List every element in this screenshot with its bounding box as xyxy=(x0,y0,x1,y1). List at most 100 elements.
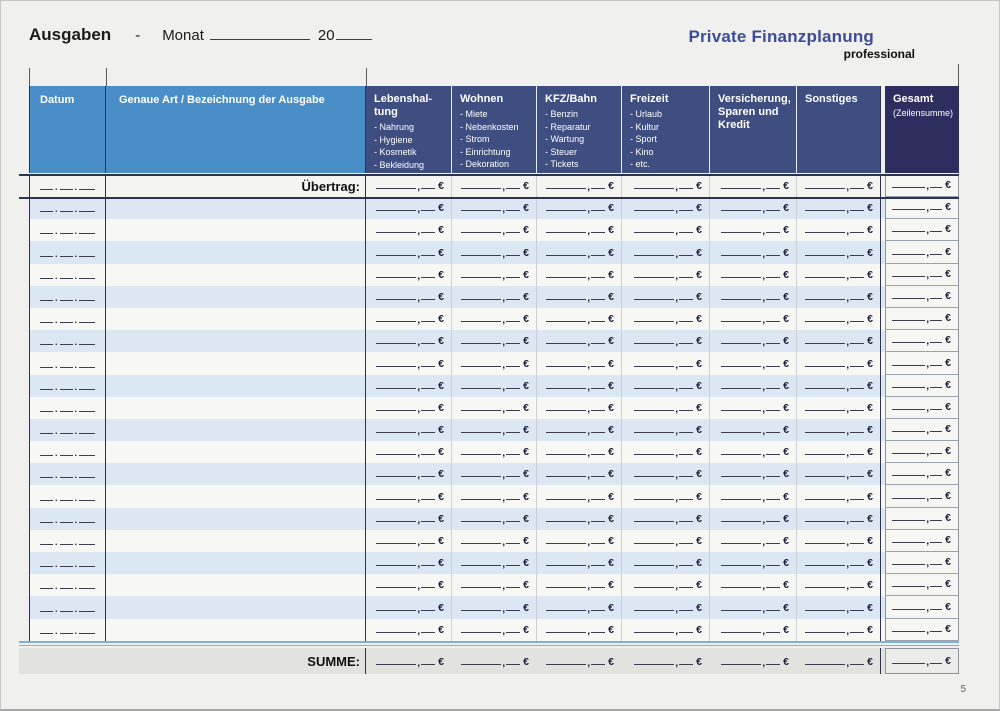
fill-line xyxy=(930,608,943,610)
amount-field: , € xyxy=(709,197,796,220)
fill-line xyxy=(376,475,417,478)
row-total-field: , € xyxy=(885,352,959,375)
column-subtitle: (Zeilensumme) xyxy=(893,108,954,118)
fill-line xyxy=(546,231,587,234)
date-field: .. xyxy=(29,175,106,197)
fill-line xyxy=(546,609,587,611)
fill-line xyxy=(850,475,865,478)
amount-field: , € xyxy=(451,618,536,641)
comma: , xyxy=(417,425,421,438)
dot-separator: . xyxy=(54,315,58,326)
fill-line xyxy=(461,387,502,389)
amount-field: , € xyxy=(366,648,451,674)
fill-line xyxy=(679,342,694,345)
expense-row: .., €, €, €, €, €, €, € xyxy=(29,241,959,264)
euro-sign: € xyxy=(945,489,951,502)
date-field: .. xyxy=(29,285,106,308)
amount-field: , € xyxy=(536,330,621,353)
amount-field: , € xyxy=(796,552,881,575)
expense-row: .., €, €, €, €, €, €, € xyxy=(29,485,959,508)
fill-line xyxy=(721,231,762,234)
comma: , xyxy=(846,657,850,669)
amount-field: , € xyxy=(366,264,451,286)
fill-line xyxy=(59,610,73,612)
dot-separator: . xyxy=(74,248,78,259)
fill-line xyxy=(376,231,417,234)
fill-line xyxy=(766,276,781,278)
euro-sign: € xyxy=(783,579,789,592)
comma: , xyxy=(926,357,930,370)
comma: , xyxy=(587,181,591,193)
amount-field: , € xyxy=(366,397,451,419)
euro-sign: € xyxy=(523,357,529,370)
fill-line xyxy=(546,187,587,189)
date-field: .. xyxy=(29,330,106,353)
description-field xyxy=(106,463,366,486)
fill-line xyxy=(461,298,502,300)
amount-field: , € xyxy=(536,241,621,264)
fill-line xyxy=(376,320,417,323)
amount-field: , € xyxy=(451,175,536,197)
fill-line xyxy=(850,387,865,389)
fill-line xyxy=(376,365,417,367)
amount-field: , € xyxy=(621,463,709,486)
fill-line xyxy=(546,453,587,456)
euro-sign: € xyxy=(945,201,951,214)
euro-sign: € xyxy=(523,446,529,459)
amount-field: , € xyxy=(536,552,621,575)
dot-separator: . xyxy=(54,537,58,547)
amount-field: , € xyxy=(621,352,709,375)
euro-sign: € xyxy=(783,490,789,503)
fill-line xyxy=(39,410,53,412)
comma: , xyxy=(502,425,506,438)
fill-line xyxy=(850,453,865,456)
dot-separator: . xyxy=(54,426,58,437)
column-item: - Kino xyxy=(630,146,654,157)
fill-line xyxy=(766,254,781,256)
comma: , xyxy=(675,580,679,593)
euro-sign: € xyxy=(783,601,789,614)
expense-table: Datum Genaue Art / Bezeichnung der Ausgab… xyxy=(29,86,959,641)
amount-field: , € xyxy=(796,285,881,308)
comma: , xyxy=(675,380,679,393)
fill-line xyxy=(506,631,521,633)
row-total-field: , € xyxy=(885,374,959,397)
comma: , xyxy=(675,336,679,349)
column-item: - Kosmetik xyxy=(374,147,417,157)
description-field xyxy=(106,197,366,220)
crop-mark xyxy=(29,68,30,86)
euro-sign: € xyxy=(783,446,789,459)
euro-sign: € xyxy=(696,656,702,668)
fill-line xyxy=(805,631,846,633)
dot-separator: . xyxy=(74,337,78,348)
column-item: - Dekoration xyxy=(460,159,510,169)
euro-sign: € xyxy=(523,335,529,348)
euro-sign: € xyxy=(608,601,614,614)
amount-field: , € xyxy=(536,529,621,552)
fill-line xyxy=(850,431,865,434)
fill-line xyxy=(766,187,781,189)
fill-line xyxy=(892,341,926,344)
euro-sign: € xyxy=(438,180,444,192)
comma: , xyxy=(502,536,506,548)
fill-line xyxy=(634,431,675,434)
expense-row: .., €, €, €, €, €, €, € xyxy=(29,596,959,619)
comma: , xyxy=(926,290,930,303)
euro-sign: € xyxy=(783,202,789,215)
fill-line xyxy=(679,453,694,456)
euro-sign: € xyxy=(608,268,614,281)
fill-line xyxy=(591,209,606,212)
fill-line xyxy=(892,662,926,664)
fill-line xyxy=(679,254,694,256)
fill-line xyxy=(546,276,587,278)
row-total-field: , € xyxy=(885,441,959,464)
fill-line xyxy=(892,452,926,455)
fill-line xyxy=(892,230,926,233)
fill-line xyxy=(591,542,606,544)
fill-line xyxy=(766,475,781,478)
amount-field: , € xyxy=(366,596,451,618)
fill-line xyxy=(679,609,694,611)
amount-field: , € xyxy=(536,175,621,197)
euro-sign: € xyxy=(867,601,873,614)
column-item: - Miete xyxy=(460,109,488,119)
